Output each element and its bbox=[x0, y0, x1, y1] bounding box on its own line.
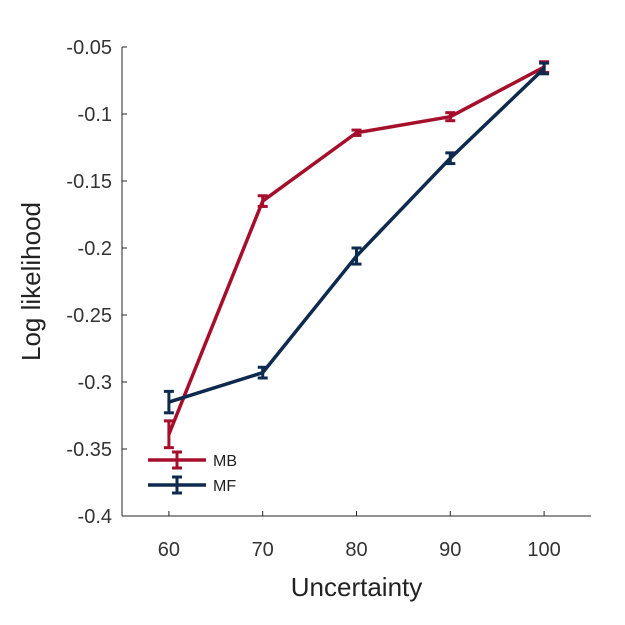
legend: MB MF bbox=[148, 450, 237, 495]
legend-item-mf: MF bbox=[148, 475, 236, 495]
x-tick-label: 70 bbox=[252, 539, 274, 561]
data-point bbox=[261, 199, 265, 203]
data-point bbox=[355, 131, 358, 135]
x-ticks: 60 70 80 90 100 bbox=[158, 511, 561, 561]
legend-item-mb: MB bbox=[148, 450, 237, 470]
x-tick-label: 60 bbox=[158, 539, 180, 561]
data-point bbox=[261, 371, 265, 375]
series-group bbox=[163, 60, 550, 450]
series-line bbox=[168, 67, 546, 404]
data-point bbox=[448, 115, 452, 119]
y-tick-label: -0.2 bbox=[78, 238, 112, 260]
data-point bbox=[167, 400, 171, 404]
y-axis-title: Log likelihood bbox=[16, 202, 46, 361]
series-mf bbox=[163, 61, 550, 415]
y-tick-label: -0.15 bbox=[66, 171, 112, 193]
legend-label: MB bbox=[213, 453, 237, 470]
data-point bbox=[448, 156, 452, 160]
x-tick-label: 100 bbox=[527, 539, 560, 561]
x-tick-label: 90 bbox=[439, 539, 461, 561]
y-tick-label: -0.1 bbox=[78, 104, 112, 126]
x-axis-title: Uncertainty bbox=[291, 572, 423, 602]
axes bbox=[121, 47, 591, 517]
data-point bbox=[167, 432, 171, 436]
y-tick-label: -0.05 bbox=[66, 37, 112, 59]
legend-label: MF bbox=[213, 478, 236, 495]
y-tick-label: -0.4 bbox=[78, 506, 112, 528]
x-tick-label: 80 bbox=[345, 539, 367, 561]
data-point bbox=[542, 66, 546, 70]
data-point bbox=[355, 254, 358, 258]
y-tick-label: -0.35 bbox=[66, 439, 112, 461]
y-tick-label: -0.25 bbox=[66, 305, 112, 327]
y-ticks: -0.05 -0.1 -0.15 -0.2 -0.25 -0.3 -0.35 -0.4 bbox=[66, 37, 127, 528]
y-tick-label: -0.3 bbox=[78, 372, 112, 394]
